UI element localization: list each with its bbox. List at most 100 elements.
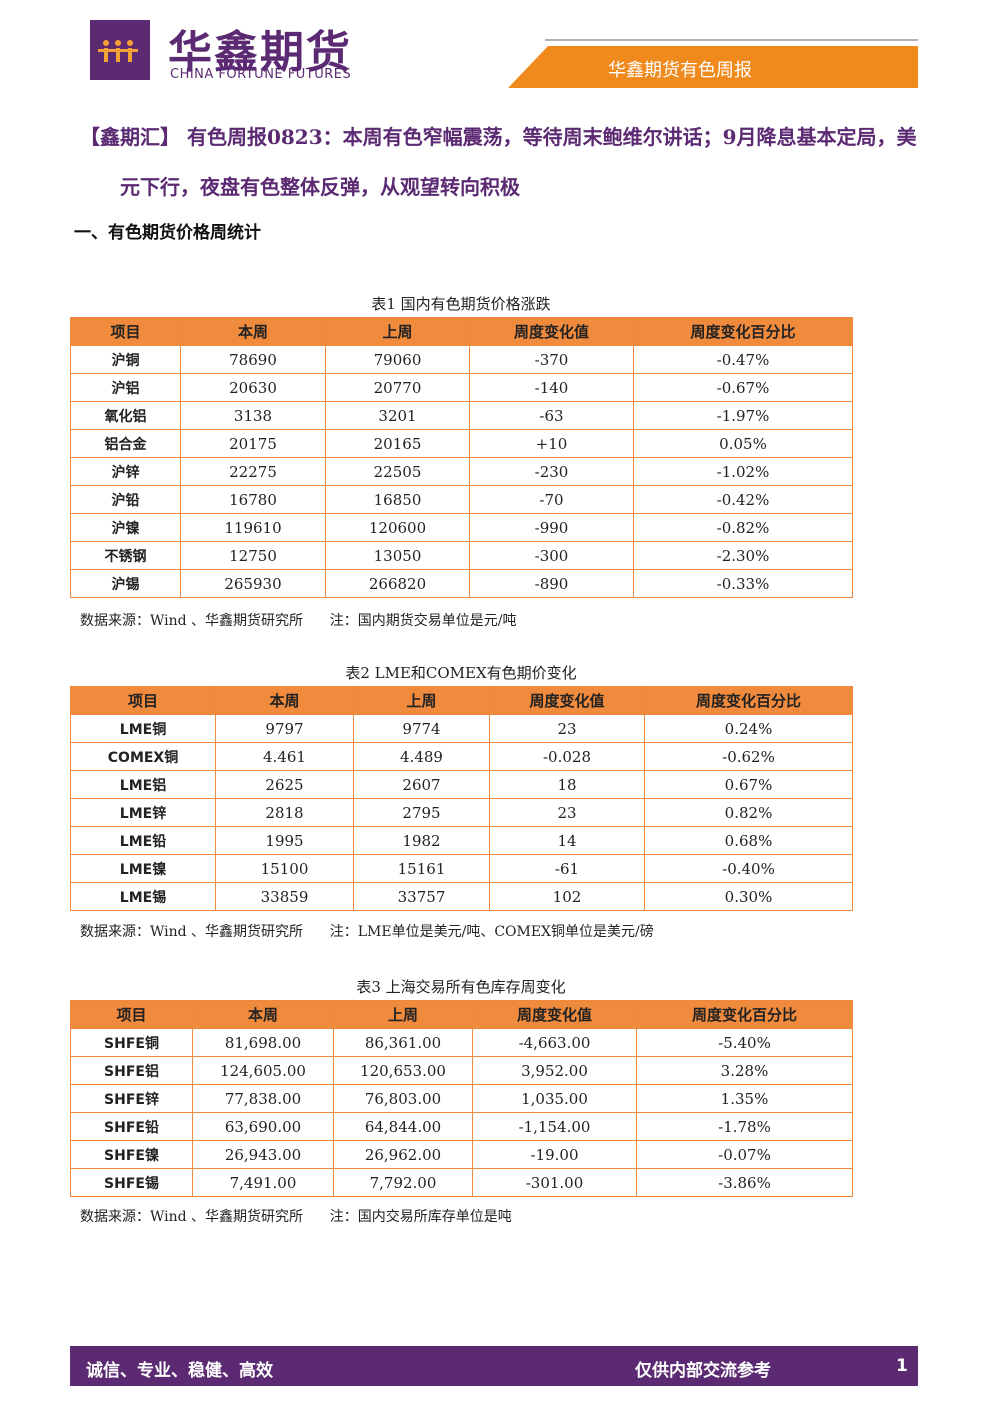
table-cell: -1.97% (633, 401, 853, 430)
table-cell: -2.30% (633, 541, 853, 570)
row-header: SHFE锌 (70, 1084, 193, 1113)
table-row: 沪铝 20630 20770 -140 -0.67% (70, 373, 853, 402)
table-row: 沪锌 22275 22505 -230 -1.02% (70, 457, 853, 486)
column-header: 项目 (70, 317, 181, 346)
table-cell: -0.07% (636, 1140, 853, 1169)
table-row: 氧化铝 3138 3201 -63 -1.97% (70, 401, 853, 430)
logo-cn: 华鑫期货 (168, 27, 352, 78)
footer-notice: 仅供内部交流参考 (635, 1361, 771, 1381)
row-header: SHFE铅 (70, 1112, 193, 1141)
column-header: 周度变化值 (469, 317, 634, 346)
column-header: 上周 (353, 686, 490, 715)
section-heading: 一、有色期货价格周统计 (74, 223, 261, 243)
table-cell: -890 (469, 569, 634, 598)
table-cell: 77,838.00 (192, 1084, 334, 1113)
table-cell: 0.30% (644, 882, 853, 911)
table-cell: -0.33% (633, 569, 853, 598)
table-caption: 表1 国内有色期货价格涨跌 (371, 295, 551, 313)
column-header: 周度变化值 (489, 686, 645, 715)
table-cell: 33859 (215, 882, 354, 911)
table-cell: -0.47% (633, 345, 853, 374)
table-row: SHFE锡 7,491.00 7,792.00 -301.00 -3.86% (70, 1168, 853, 1197)
table-cell: 7,491.00 (192, 1168, 334, 1197)
row-header: 氧化铝 (70, 401, 181, 430)
table-cell: -0.62% (644, 742, 853, 771)
footer-slogan: 诚信、专业、稳健、高效 (86, 1361, 273, 1381)
report-title: 【鑫期汇】 有色周报0823：本周有色窄幅震荡，等待周末鲍维尔讲话；9月降息基本… (80, 112, 930, 212)
table-cell: 2607 (353, 770, 490, 799)
table-cell: 15100 (215, 854, 354, 883)
row-header: SHFE锡 (70, 1168, 193, 1197)
column-header: 周度变化值 (472, 1000, 637, 1029)
table-cell: -990 (469, 513, 634, 542)
table-cell: 16850 (325, 485, 470, 514)
table-cell: 64,844.00 (333, 1112, 473, 1141)
table-note: 数据来源：Wind 、华鑫期货研究所 注：LME单位是美元/吨、COMEX铜单位… (80, 924, 654, 940)
table-cell: 18 (489, 770, 645, 799)
table-cell: -230 (469, 457, 634, 486)
table-row: 沪锡 265930 266820 -890 -0.33% (70, 569, 853, 598)
table-cell: +10 (469, 429, 634, 458)
logo-figures (98, 40, 138, 62)
table-note: 数据来源：Wind 、华鑫期货研究所 注：国内交易所库存单位是吨 (80, 1209, 512, 1225)
table-row: LME锡 33859 33757 102 0.30% (70, 882, 853, 911)
table-cell: 0.82% (644, 798, 853, 827)
table-cell: -301.00 (472, 1168, 637, 1197)
table-cell: 26,962.00 (333, 1140, 473, 1169)
table-cell: 1.35% (636, 1084, 853, 1113)
row-header: 沪铜 (70, 345, 181, 374)
row-header: 沪镍 (70, 513, 181, 542)
table-cell: -1,154.00 (472, 1112, 637, 1141)
table-cell: -19.00 (472, 1140, 637, 1169)
table-cell: -61 (489, 854, 645, 883)
table-cell: 13050 (325, 541, 470, 570)
table-cell: -0.40% (644, 854, 853, 883)
table-row: 铝合金 20175 20165 +10 0.05% (70, 429, 853, 458)
row-header: SHFE铜 (70, 1028, 193, 1057)
table-caption: 表2 LME和COMEX有色期价变化 (345, 664, 577, 682)
column-header: 项目 (70, 686, 216, 715)
table-cell: -0.82% (633, 513, 853, 542)
table-cell: 26,943.00 (192, 1140, 334, 1169)
data-table: 项目 本周 上周 周度变化值 周度变化百分比 SHFE铜 81,698.00 86,361.0… (70, 1000, 853, 1197)
table-row: SHFE铜 81,698.00 86,361.00 -4,663.00 -5.40% (70, 1028, 853, 1057)
table-cell: 0.68% (644, 826, 853, 855)
table-cell: 16780 (180, 485, 326, 514)
table-cell: 3,952.00 (472, 1056, 637, 1085)
table-cell: 20630 (180, 373, 326, 402)
table-cell: -1.78% (636, 1112, 853, 1141)
table-cell: 15161 (353, 854, 490, 883)
table-cell: 102 (489, 882, 645, 911)
header-row: 项目 本周 上周 周度变化值 周度变化百分比 (70, 317, 853, 346)
row-header: SHFE镍 (70, 1140, 193, 1169)
row-header: 沪锡 (70, 569, 181, 598)
table-cell: 3.28% (636, 1056, 853, 1085)
table-cell: 120600 (325, 513, 470, 542)
table-cell: 9774 (353, 714, 490, 743)
table-cell: 79060 (325, 345, 470, 374)
table-cell: 23 (489, 798, 645, 827)
table-cell: 7,792.00 (333, 1168, 473, 1197)
title-text: 有色周报0823：本周有色窄幅震荡，等待周末鲍维尔讲话；9月降息基本定局，美元下… (120, 125, 917, 199)
column-header: 上周 (333, 1000, 473, 1029)
table-cell: 3138 (180, 401, 326, 430)
header-graphics (90, 20, 918, 88)
table-cell: 0.05% (633, 429, 853, 458)
table-cell: 81,698.00 (192, 1028, 334, 1057)
table-cell: -70 (469, 485, 634, 514)
header-row: 项目 本周 上周 周度变化值 周度变化百分比 (70, 1000, 853, 1029)
table-cell: -5.40% (636, 1028, 853, 1057)
column-header: 项目 (70, 1000, 193, 1029)
row-header: 沪铝 (70, 373, 181, 402)
table-cell: 1982 (353, 826, 490, 855)
row-header: LME铅 (70, 826, 216, 855)
table-cell: -140 (469, 373, 634, 402)
table-cell: 9797 (215, 714, 354, 743)
table-row: LME锌 2818 2795 23 0.82% (70, 798, 853, 827)
table-cell: -300 (469, 541, 634, 570)
row-header: LME锡 (70, 882, 216, 911)
table-row: SHFE镍 26,943.00 26,962.00 -19.00 -0.07% (70, 1140, 853, 1169)
table-row: LME铜 9797 9774 23 0.24% (70, 714, 853, 743)
table-row: SHFE铝 124,605.00 120,653.00 3,952.00 3.28% (70, 1056, 853, 1085)
table-row: SHFE铅 63,690.00 64,844.00 -1,154.00 -1.78% (70, 1112, 853, 1141)
